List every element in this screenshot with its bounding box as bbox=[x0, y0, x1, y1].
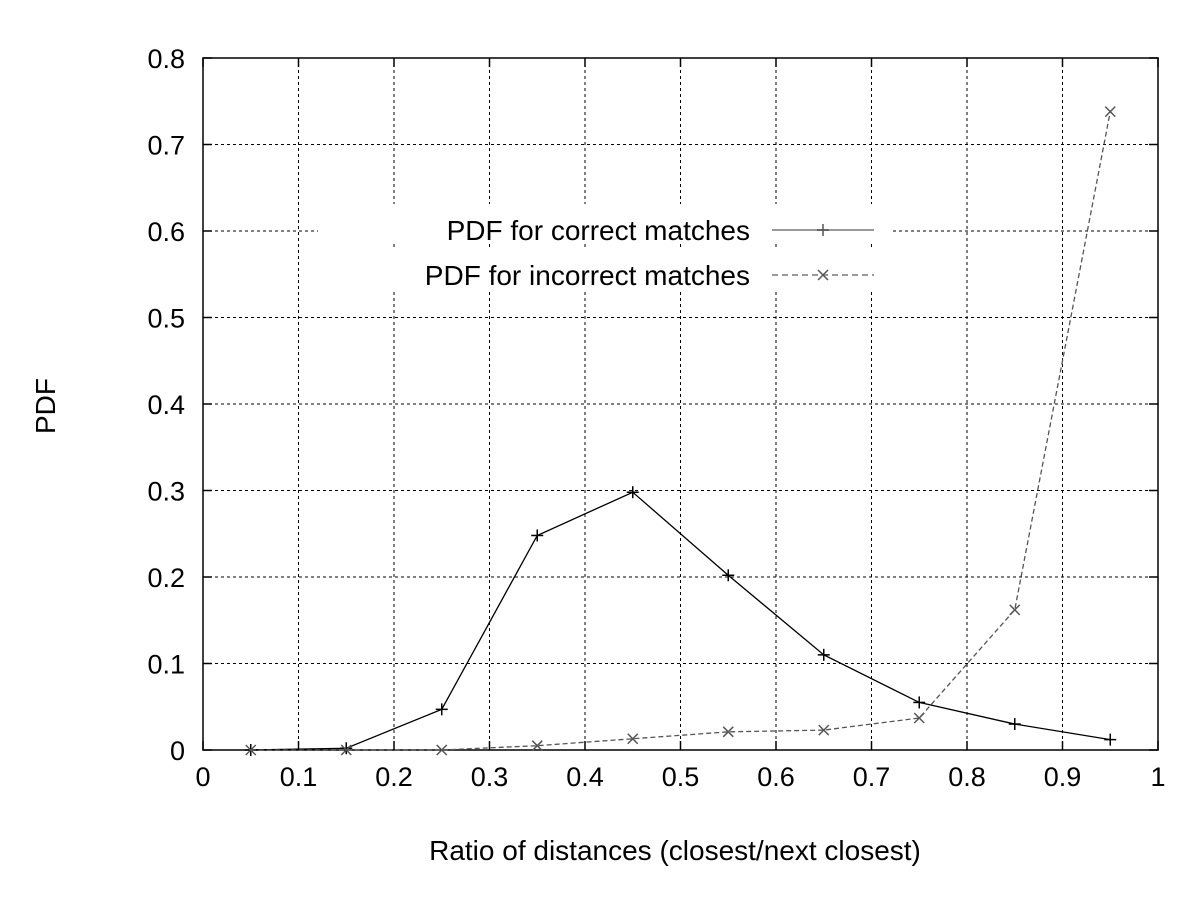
legend-entry-background bbox=[318, 204, 893, 244]
data-point bbox=[340, 744, 352, 756]
y-tick-label: 0.1 bbox=[147, 650, 185, 680]
x-tick-label: 0 bbox=[195, 762, 210, 792]
y-tick-labels: 0 0.1 0.2 0.3 0.4 0.5 0.6 0.7 0.8 bbox=[147, 44, 185, 766]
x-tick-label: 0.9 bbox=[1044, 762, 1082, 792]
x-tick-label: 0.7 bbox=[853, 762, 891, 792]
y-tick-label: 0.4 bbox=[147, 390, 185, 420]
data-point bbox=[1104, 733, 1117, 746]
data-point bbox=[626, 486, 639, 499]
legend-marker bbox=[817, 269, 829, 281]
x-tick-label: 1 bbox=[1150, 762, 1165, 792]
y-tick-label: 0.5 bbox=[147, 304, 185, 334]
data-point bbox=[627, 733, 639, 745]
y-tick-label: 0.8 bbox=[147, 44, 185, 74]
data-point bbox=[1104, 106, 1116, 118]
x-tick-label: 0.5 bbox=[662, 762, 700, 792]
y-tick-label: 0.2 bbox=[147, 563, 185, 593]
data-point bbox=[340, 742, 353, 755]
x-tick-label: 0.1 bbox=[280, 762, 318, 792]
data-point bbox=[818, 724, 830, 736]
series-incorrect-matches bbox=[245, 106, 1116, 756]
legend-entry-background bbox=[318, 249, 893, 289]
y-tick-label: 0.6 bbox=[147, 217, 185, 247]
data-point bbox=[817, 648, 830, 661]
series-layer bbox=[244, 106, 1117, 756]
x-tick-label: 0.3 bbox=[471, 762, 509, 792]
legend-label: PDF for incorrect matches bbox=[425, 260, 750, 291]
data-point bbox=[435, 703, 448, 716]
data-point bbox=[245, 744, 257, 756]
data-point bbox=[913, 696, 926, 709]
y-axis-label: PDF bbox=[30, 378, 61, 434]
tick-marks bbox=[202, 57, 1159, 751]
data-point bbox=[1009, 604, 1021, 616]
series-correct-matches bbox=[244, 486, 1117, 756]
data-point bbox=[722, 569, 735, 582]
x-tick-labels: 0 0.1 0.2 0.3 0.4 0.5 0.6 0.7 0.8 0.9 1 bbox=[195, 762, 1165, 792]
data-point bbox=[913, 712, 925, 724]
y-tick-label: 0 bbox=[170, 736, 185, 766]
grid-lines bbox=[203, 58, 1158, 750]
data-point bbox=[531, 740, 543, 752]
data-point bbox=[436, 744, 448, 756]
x-tick-label: 0.2 bbox=[375, 762, 413, 792]
x-tick-label: 0.6 bbox=[757, 762, 795, 792]
legend-label: PDF for correct matches bbox=[447, 215, 750, 246]
x-tick-label: 0.4 bbox=[566, 762, 604, 792]
data-point bbox=[531, 529, 544, 542]
series-line bbox=[250, 491, 1111, 751]
legend-marker bbox=[817, 224, 829, 236]
x-tick-label: 0.8 bbox=[948, 762, 986, 792]
data-point bbox=[1008, 718, 1021, 731]
data-point bbox=[722, 726, 734, 738]
y-tick-label: 0.7 bbox=[147, 131, 185, 161]
legend: PDF for correct matches PDF for incorrect… bbox=[318, 204, 893, 291]
y-tick-label: 0.3 bbox=[147, 477, 185, 507]
x-axis-label: Ratio of distances (closest/next closest… bbox=[429, 835, 921, 866]
